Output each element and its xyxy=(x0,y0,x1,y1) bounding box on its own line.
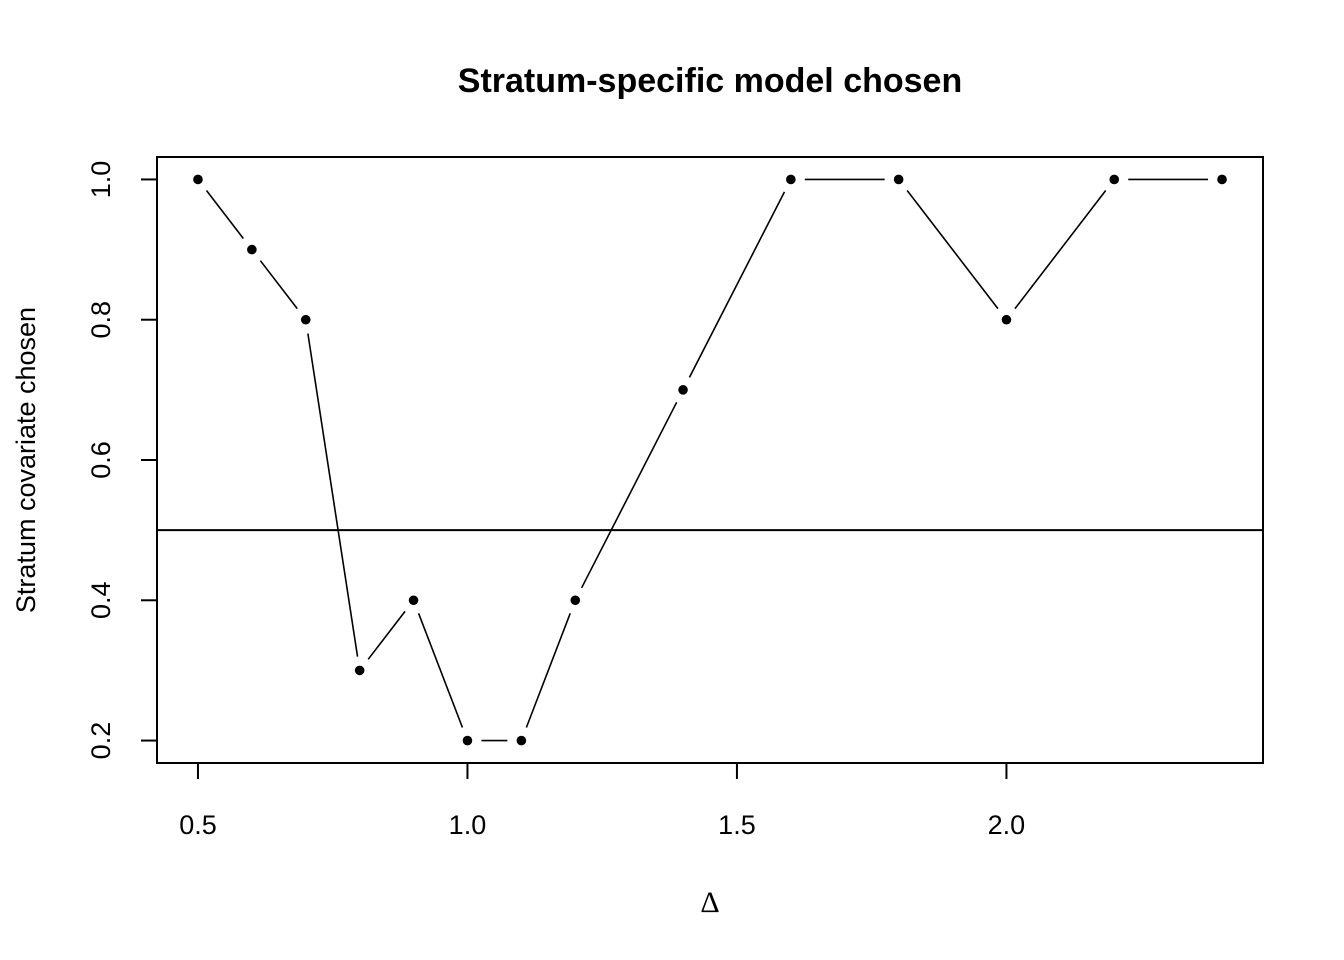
y-tick-label: 0.6 xyxy=(86,441,116,479)
data-point xyxy=(462,735,473,746)
data-point xyxy=(786,174,796,185)
data-point xyxy=(1217,174,1227,185)
y-tick-label: 1.0 xyxy=(86,161,116,199)
data-point xyxy=(1001,314,1012,325)
series-segment xyxy=(307,333,359,657)
data-point xyxy=(354,665,365,676)
data-point xyxy=(516,735,527,746)
data-point xyxy=(570,595,581,606)
series-segment xyxy=(580,401,678,589)
data-point xyxy=(300,314,311,325)
x-tick-label: 1.0 xyxy=(449,810,487,840)
x-tick-label: 0.5 xyxy=(179,810,217,840)
x-axis: 0.5 1.0 1.5 2.0 xyxy=(179,762,1026,840)
series-segment xyxy=(906,190,999,310)
data-series xyxy=(193,174,1227,746)
chart-title: Stratum-specific model chosen xyxy=(458,62,962,100)
x-tick-label: 1.5 xyxy=(718,810,756,840)
data-point xyxy=(1109,174,1120,185)
y-tick-label: 0.8 xyxy=(86,301,116,339)
y-tick-label: 0.4 xyxy=(86,582,116,620)
series-segment xyxy=(1014,190,1107,310)
series-segment xyxy=(417,613,464,728)
data-point xyxy=(893,174,904,185)
series-segment xyxy=(259,260,298,310)
data-point xyxy=(193,174,203,185)
y-axis: 0.2 0.4 0.6 0.8 1.0 xyxy=(86,161,158,760)
y-axis-label: Stratum covariate chosen xyxy=(11,307,41,613)
data-point xyxy=(247,244,257,255)
data-point xyxy=(678,385,688,395)
plot-frame xyxy=(156,156,1264,764)
x-tick-label: 2.0 xyxy=(988,810,1026,840)
series-segment xyxy=(205,190,244,239)
series-segment xyxy=(688,191,786,378)
y-tick-label: 0.2 xyxy=(86,722,116,760)
series-segment xyxy=(367,610,406,660)
data-point xyxy=(408,595,419,606)
series-segment xyxy=(525,613,571,728)
x-axis-label: Δ xyxy=(700,886,719,919)
